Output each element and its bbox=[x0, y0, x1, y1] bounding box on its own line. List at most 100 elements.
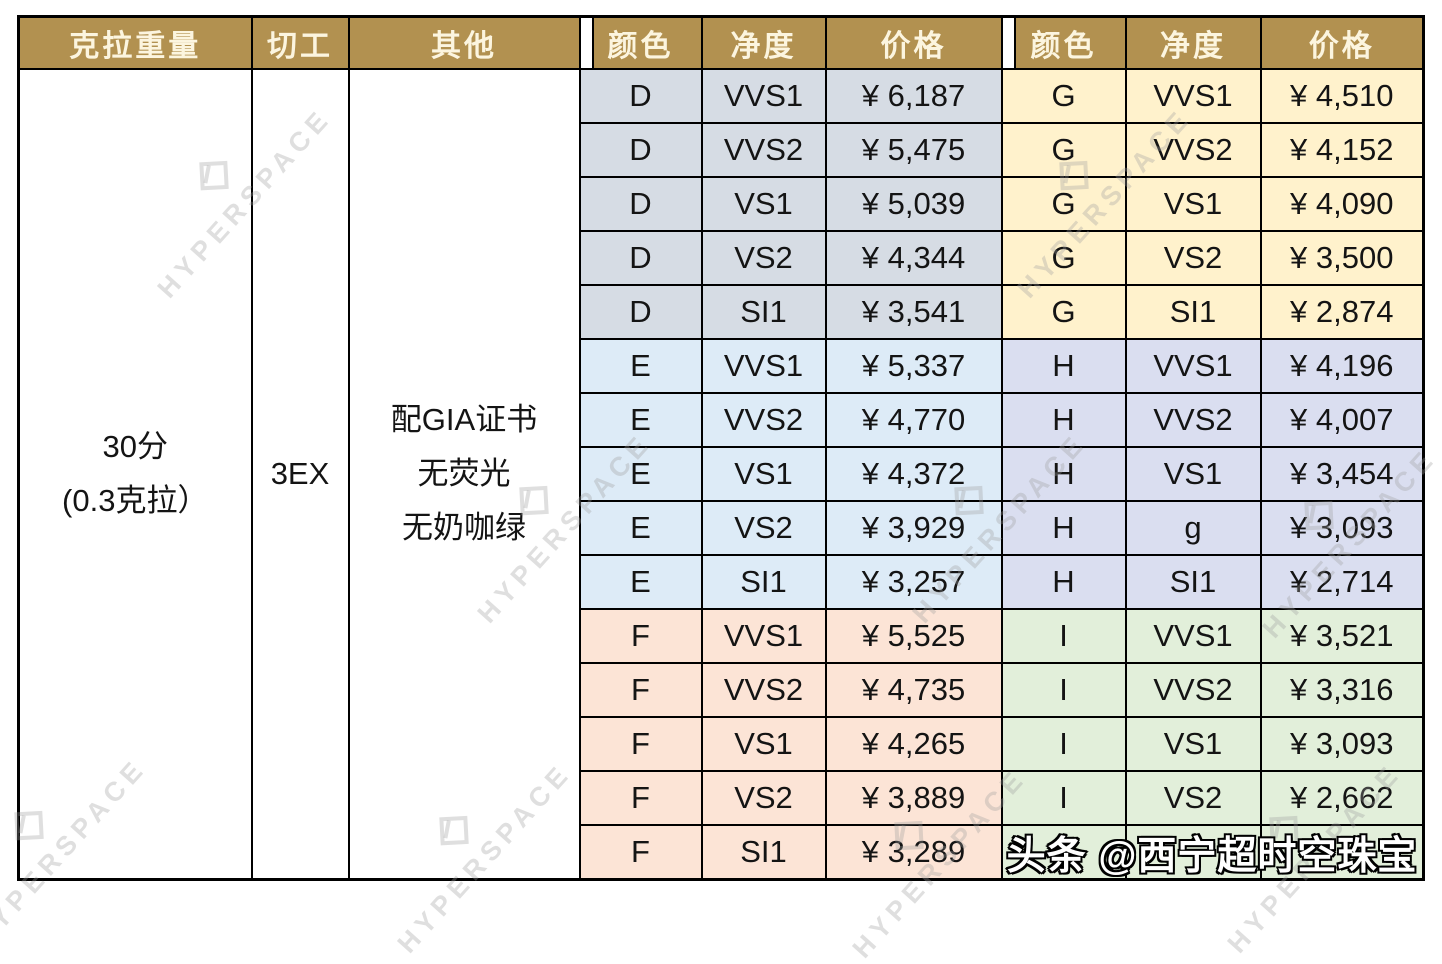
price-cell: ¥ 5,525 bbox=[824, 607, 1003, 664]
color-cell: I bbox=[1000, 661, 1127, 718]
price-cell bbox=[1259, 823, 1425, 881]
clarity-cell: VS2 bbox=[700, 229, 827, 286]
price-cell: ¥ 4,510 bbox=[1259, 68, 1425, 124]
color-cell: H bbox=[1000, 391, 1127, 448]
clarity-cell: VVS1 bbox=[700, 68, 827, 124]
header-cell: 克拉重量 bbox=[17, 15, 253, 70]
clarity-cell: VS1 bbox=[1124, 175, 1262, 232]
color-cell: I bbox=[1000, 607, 1127, 664]
color-cell bbox=[1000, 823, 1127, 881]
price-cell: ¥ 4,007 bbox=[1259, 391, 1425, 448]
header-row: 克拉重量 切工 其他 颜色 净度 价格 颜色 净度 价格 bbox=[17, 15, 1425, 70]
other-line-3: 无奶咖绿 bbox=[402, 510, 526, 546]
color-cell: D bbox=[578, 283, 703, 340]
clarity-cell: VS1 bbox=[1124, 445, 1262, 502]
color-cell: D bbox=[578, 121, 703, 178]
price-cell: ¥ 2,662 bbox=[1259, 769, 1425, 826]
other-cell: 配GIA证书 无荧光 无奶咖绿 bbox=[347, 68, 581, 881]
clarity-cell: VVS2 bbox=[1124, 391, 1262, 448]
header-cell: 净度 bbox=[1124, 15, 1262, 70]
clarity-cell: VVS1 bbox=[700, 337, 827, 394]
color-cell: H bbox=[1000, 499, 1127, 556]
color-cell: E bbox=[578, 553, 703, 610]
table-row: E VVS1 ¥ 5,337 H VVS1 ¥ 4,196 bbox=[19, 337, 1425, 394]
clarity-cell: VVS1 bbox=[1124, 607, 1262, 664]
table-row: F VS2 ¥ 3,889 I VS2 ¥ 2,662 bbox=[19, 769, 1425, 826]
clarity-cell: VVS2 bbox=[700, 121, 827, 178]
header-cell: 颜色 bbox=[1000, 15, 1127, 70]
price-cell: ¥ 3,093 bbox=[1259, 715, 1425, 772]
cut-cell: 3EX bbox=[250, 68, 350, 881]
table-row: D SI1 ¥ 3,541 G SI1 ¥ 2,874 bbox=[19, 283, 1425, 340]
table-row: 30分 (0.3克拉） 3EX 配GIA证书 无荧光 无奶咖绿 D VVS1 ¥ 6,18… bbox=[17, 68, 1425, 881]
price-cell: ¥ 3,289 bbox=[824, 823, 1003, 881]
price-cell: ¥ 3,889 bbox=[824, 769, 1003, 826]
price-cell: ¥ 4,090 bbox=[1259, 175, 1425, 232]
clarity-cell: VS2 bbox=[1124, 229, 1262, 286]
price-cell: ¥ 4,372 bbox=[824, 445, 1003, 502]
header-cell: 颜色 bbox=[578, 15, 703, 70]
clarity-cell: VVS2 bbox=[700, 661, 827, 718]
price-cell: ¥ 3,929 bbox=[824, 499, 1003, 556]
price-cell: ¥ 4,344 bbox=[824, 229, 1003, 286]
clarity-cell: SI1 bbox=[1124, 283, 1262, 340]
color-cell: H bbox=[1000, 337, 1127, 394]
other-value: 配GIA证书 无荧光 无奶咖绿 bbox=[351, 393, 578, 556]
price-cell: ¥ 6,187 bbox=[824, 68, 1003, 124]
table-row: D VS1 ¥ 5,039 G VS1 ¥ 4,090 bbox=[19, 175, 1425, 232]
price-cell: ¥ 3,257 bbox=[824, 553, 1003, 610]
table-row: D VVS2 ¥ 5,475 G VVS2 ¥ 4,152 bbox=[19, 121, 1425, 178]
table-row: F VS1 ¥ 4,265 I VS1 ¥ 3,093 bbox=[19, 715, 1425, 772]
clarity-cell bbox=[1124, 823, 1262, 881]
price-cell: ¥ 2,714 bbox=[1259, 553, 1425, 610]
clarity-cell: VVS1 bbox=[1124, 337, 1262, 394]
color-cell: H bbox=[1000, 445, 1127, 502]
table-row: E VS1 ¥ 4,372 H VS1 ¥ 3,454 bbox=[19, 445, 1425, 502]
color-cell: G bbox=[1000, 121, 1127, 178]
color-cell: H bbox=[1000, 553, 1127, 610]
price-cell: ¥ 5,475 bbox=[824, 121, 1003, 178]
color-cell: E bbox=[578, 391, 703, 448]
color-cell: F bbox=[578, 715, 703, 772]
color-cell: I bbox=[1000, 715, 1127, 772]
carat-line-1: 30分 bbox=[102, 428, 168, 464]
price-cell: ¥ 4,735 bbox=[824, 661, 1003, 718]
color-cell: E bbox=[578, 445, 703, 502]
price-cell: ¥ 4,770 bbox=[824, 391, 1003, 448]
header-cell: 价格 bbox=[1259, 15, 1425, 70]
header-cell: 净度 bbox=[700, 15, 827, 70]
table-row: E VVS2 ¥ 4,770 H VVS2 ¥ 4,007 bbox=[19, 391, 1425, 448]
price-cell: ¥ 3,541 bbox=[824, 283, 1003, 340]
price-cell: ¥ 5,039 bbox=[824, 175, 1003, 232]
clarity-cell: SI1 bbox=[1124, 553, 1262, 610]
clarity-cell: VVS1 bbox=[1124, 68, 1262, 124]
color-cell: G bbox=[1000, 283, 1127, 340]
color-cell: G bbox=[1000, 229, 1127, 286]
color-cell: F bbox=[578, 769, 703, 826]
header-cell: 其他 bbox=[347, 15, 581, 70]
price-cell: ¥ 5,337 bbox=[824, 337, 1003, 394]
clarity-cell: VS2 bbox=[700, 769, 827, 826]
clarity-cell: VS1 bbox=[1124, 715, 1262, 772]
table-row: D VS2 ¥ 4,344 G VS2 ¥ 3,500 bbox=[19, 229, 1425, 286]
clarity-cell: VS1 bbox=[700, 445, 827, 502]
price-cell: ¥ 3,454 bbox=[1259, 445, 1425, 502]
clarity-cell: VVS2 bbox=[1124, 121, 1262, 178]
clarity-cell: VS2 bbox=[1124, 769, 1262, 826]
table-row: E SI1 ¥ 3,257 H SI1 ¥ 2,714 bbox=[19, 553, 1425, 610]
color-cell: D bbox=[578, 175, 703, 232]
clarity-cell: SI1 bbox=[700, 823, 827, 881]
price-cell: ¥ 3,500 bbox=[1259, 229, 1425, 286]
price-cell: ¥ 4,265 bbox=[824, 715, 1003, 772]
header-cell: 价格 bbox=[824, 15, 1003, 70]
header-cell: 切工 bbox=[250, 15, 350, 70]
color-cell: D bbox=[578, 68, 703, 124]
clarity-cell: SI1 bbox=[700, 283, 827, 340]
carat-weight-cell: 30分 (0.3克拉） bbox=[17, 68, 253, 881]
carat-weight-value: 30分 (0.3克拉） bbox=[21, 420, 250, 529]
color-cell: D bbox=[578, 229, 703, 286]
color-cell: F bbox=[578, 661, 703, 718]
clarity-cell: VS2 bbox=[700, 499, 827, 556]
price-table: 克拉重量 切工 其他 颜色 净度 价格 颜色 净度 价格 30分 (0.3克拉） 3EX 配GIA… bbox=[17, 15, 1425, 881]
